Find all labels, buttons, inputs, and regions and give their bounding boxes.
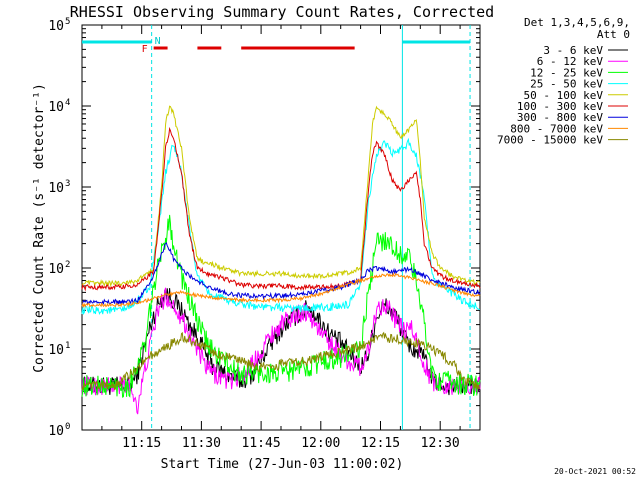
series-line <box>81 331 481 391</box>
plot-frame <box>81 24 481 431</box>
y-tick-label: 10 <box>48 343 64 358</box>
legend-label: 50 - 100 keV <box>524 89 604 102</box>
y-axis-label: Corrected Count Rate (s⁻¹ detector⁻¹) <box>32 83 47 373</box>
y-tick-exponent: 1 <box>65 341 70 351</box>
y-tick-exponent: 4 <box>65 98 70 108</box>
y-tick-label: 10 <box>48 181 64 196</box>
generation-timestamp: 20-Oct-2021 00:52 <box>554 467 636 476</box>
legend-label: 7000 - 15000 keV <box>497 134 603 147</box>
y-tick-label: 10 <box>48 100 64 115</box>
legend-label: 6 - 12 keV <box>537 55 604 68</box>
y-tick-exponent: 5 <box>65 17 70 27</box>
legend-header: Att 0 <box>597 28 630 41</box>
legend-label: 12 - 25 keV <box>530 66 603 79</box>
y-tick-label: 10 <box>48 262 64 277</box>
y-tick-exponent: 3 <box>65 179 70 189</box>
series-line <box>81 126 481 292</box>
flare-marker: F <box>142 44 148 55</box>
legend-header: Det 1,3,4,5,6,9, <box>524 16 630 29</box>
x-tick-label: 11:45 <box>242 436 281 451</box>
x-tick-label: 12:30 <box>421 436 460 451</box>
series-line <box>81 105 481 288</box>
night-marker: N <box>155 36 161 47</box>
annotation-layer: NF <box>82 25 471 430</box>
y-tick-exponent: 2 <box>65 260 70 270</box>
legend-label: 25 - 50 keV <box>530 78 603 91</box>
x-tick-label: 12:15 <box>361 436 400 451</box>
x-tick-label: 11:15 <box>122 436 161 451</box>
x-tick-label: 12:00 <box>301 436 340 451</box>
x-tick-label: 11:30 <box>182 436 221 451</box>
series-line <box>81 242 481 306</box>
series-layer <box>81 105 481 415</box>
legend-label: 300 - 800 keV <box>517 111 603 124</box>
y-tick-exponent: 0 <box>65 422 70 432</box>
legend-label: 3 - 6 keV <box>543 44 603 57</box>
x-axis-label: Start Time (27-Jun-03 11:00:02) <box>161 457 404 472</box>
y-tick-label: 10 <box>48 424 64 439</box>
series-line <box>81 137 481 316</box>
series-line <box>81 214 481 398</box>
series-line <box>81 271 481 309</box>
legend-label: 800 - 7000 keV <box>510 122 603 135</box>
chart-title: RHESSI Observing Summary Count Rates, Co… <box>70 3 494 21</box>
legend-label: 100 - 300 keV <box>517 100 603 113</box>
y-tick-label: 10 <box>48 19 64 34</box>
